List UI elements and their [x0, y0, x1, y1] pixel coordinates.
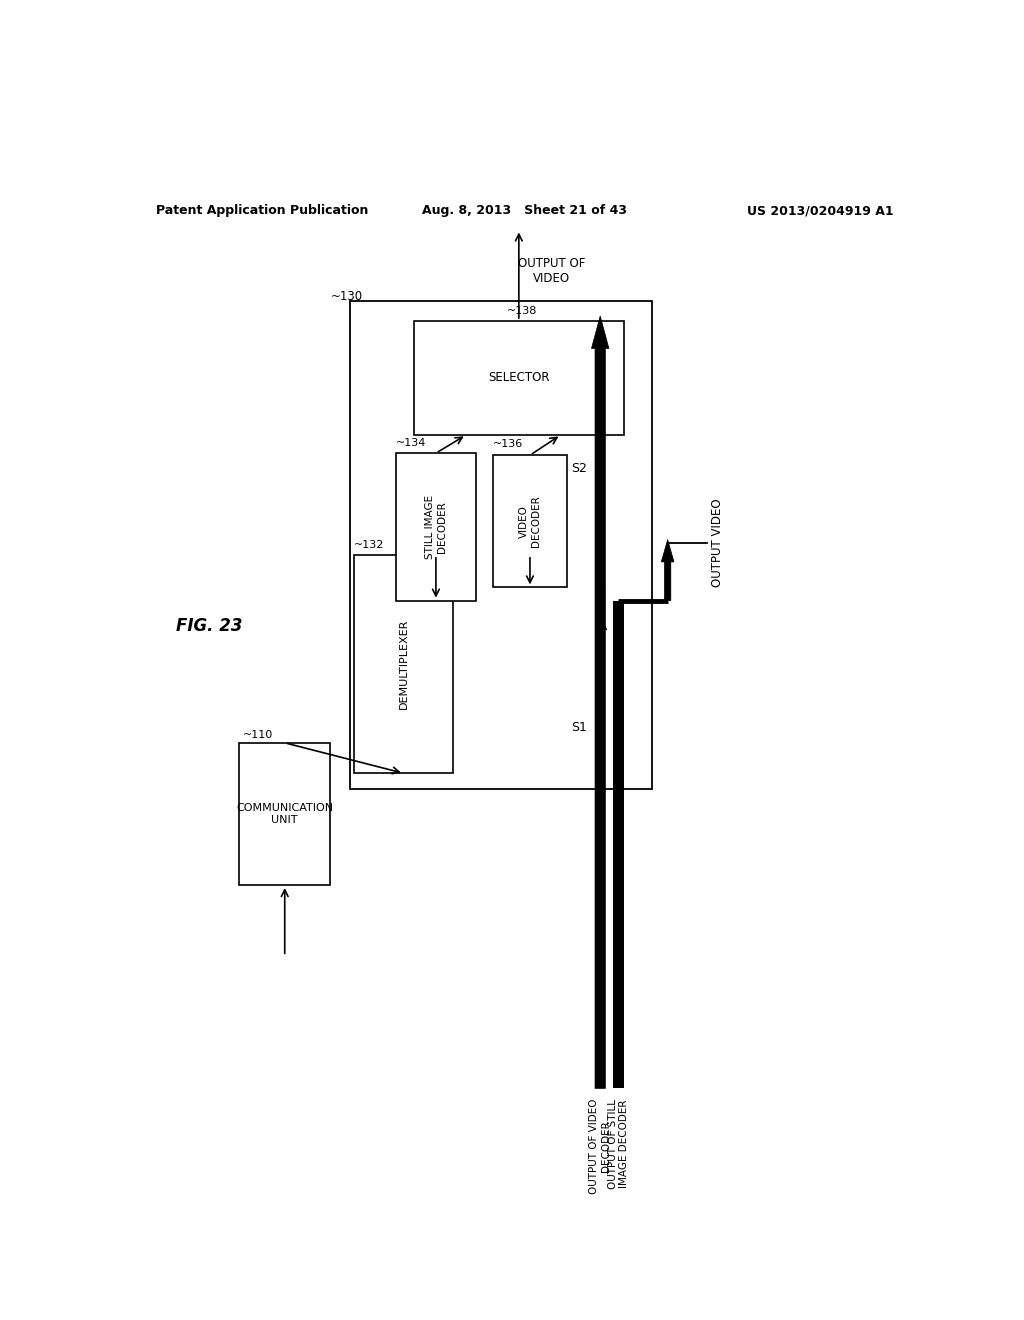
- Bar: [414, 321, 624, 434]
- Text: OUTPUT OF STILL
IMAGE DECODER: OUTPUT OF STILL IMAGE DECODER: [607, 1098, 629, 1188]
- Polygon shape: [662, 540, 674, 601]
- Bar: [240, 743, 331, 886]
- Text: OUTPUT OF
VIDEO: OUTPUT OF VIDEO: [518, 257, 586, 285]
- Bar: [613, 601, 624, 1089]
- Bar: [494, 455, 567, 587]
- Text: VIDEO
DECODER: VIDEO DECODER: [519, 495, 541, 546]
- Text: ~130: ~130: [331, 289, 362, 302]
- Text: OUTPUT VIDEO: OUTPUT VIDEO: [712, 498, 724, 587]
- Text: COMMUNICATION
UNIT: COMMUNICATION UNIT: [237, 803, 333, 825]
- Text: US 2013/0204919 A1: US 2013/0204919 A1: [748, 205, 894, 216]
- Text: ~138: ~138: [507, 306, 538, 315]
- Text: SELECTOR: SELECTOR: [488, 371, 550, 384]
- Bar: [396, 453, 475, 601]
- Text: ~134: ~134: [396, 438, 427, 447]
- Text: ~132: ~132: [354, 540, 385, 549]
- Text: Aug. 8, 2013   Sheet 21 of 43: Aug. 8, 2013 Sheet 21 of 43: [422, 205, 628, 216]
- Text: DEMULTIPLEXER: DEMULTIPLEXER: [398, 619, 409, 709]
- Bar: [354, 554, 454, 774]
- Text: S1: S1: [570, 721, 587, 734]
- Text: FIG. 23: FIG. 23: [176, 616, 242, 635]
- Text: ~136: ~136: [494, 440, 523, 449]
- Text: OUTPUT OF VIDEO
DECODER: OUTPUT OF VIDEO DECODER: [590, 1098, 611, 1195]
- Text: Patent Application Publication: Patent Application Publication: [156, 205, 369, 216]
- Polygon shape: [592, 315, 609, 1089]
- Text: S2: S2: [570, 462, 587, 475]
- Bar: [350, 301, 652, 788]
- Text: ~110: ~110: [243, 730, 273, 739]
- Text: STILL IMAGE
DECODER: STILL IMAGE DECODER: [425, 495, 446, 558]
